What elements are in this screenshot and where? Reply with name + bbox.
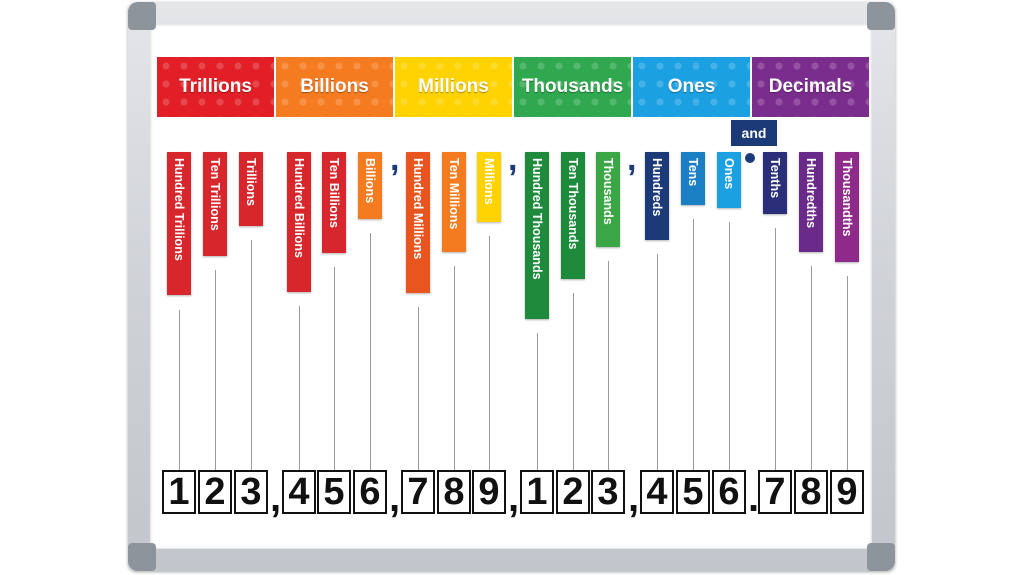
place-billions: Billions — [358, 152, 382, 219]
place-ten-billions: Ten Billions — [322, 152, 346, 253]
digit-comma: , — [508, 476, 520, 520]
digit-card: 8 — [437, 470, 471, 514]
digit-card: 1 — [520, 470, 554, 514]
digit-card: 2 — [198, 470, 232, 514]
place-hundred-billions: Hundred Billions — [287, 152, 311, 292]
guide-line — [537, 333, 538, 470]
place-thousandths: Thousandths — [835, 152, 859, 262]
place-ten-millions: Ten Millions — [442, 152, 466, 252]
frame-corner — [128, 543, 156, 571]
place-ten-thousands: Ten Thousands — [561, 152, 585, 279]
digit-card: 7 — [758, 470, 792, 514]
digit-comma: , — [270, 476, 282, 520]
header-thousands: Thousands — [514, 57, 631, 117]
place-tens: Tens — [681, 152, 705, 205]
guide-line — [179, 310, 180, 470]
place-tenths: Tenths — [763, 152, 787, 214]
frame-corner — [128, 2, 156, 30]
digit-card: 1 — [162, 470, 196, 514]
digit-comma: , — [628, 476, 640, 520]
header-decimals: Decimals — [752, 57, 869, 117]
place-thousands: Thousands — [596, 152, 620, 247]
guide-line — [454, 266, 455, 470]
digit-card: 3 — [591, 470, 625, 514]
and-label: and — [731, 120, 777, 146]
header-ones: Ones — [633, 57, 750, 117]
place-ones: Ones — [717, 152, 741, 208]
place-hundredths: Hundredths — [799, 152, 823, 252]
guide-line — [847, 276, 848, 470]
guide-line — [729, 222, 730, 470]
digit-card: 6 — [353, 470, 387, 514]
comma-marker: , — [390, 140, 400, 178]
digit-card: 6 — [712, 470, 746, 514]
digit-card: 9 — [472, 470, 506, 514]
digit-card: 8 — [794, 470, 828, 514]
comma-marker: , — [627, 140, 637, 178]
digit-card: 7 — [401, 470, 435, 514]
place-millions: Millions — [477, 152, 501, 222]
digit-card: 2 — [556, 470, 590, 514]
decimal-point-marker — [745, 153, 755, 163]
header-trillions: Trillions — [157, 57, 274, 117]
place-ten-trillions: Ten Trillions — [203, 152, 227, 256]
place-hundred-trillions: Hundred Trillions — [167, 152, 191, 295]
guide-line — [418, 307, 419, 470]
digit-card: 5 — [676, 470, 710, 514]
digit-card: 4 — [640, 470, 674, 514]
guide-line — [215, 270, 216, 470]
place-trillions: Trillions — [239, 152, 263, 226]
guide-line — [489, 236, 490, 470]
place-hundred-thousands: Hundred Thousands — [525, 152, 549, 319]
header-millions: Millions — [395, 57, 512, 117]
header-billions: Billions — [276, 57, 393, 117]
comma-marker: , — [508, 140, 518, 178]
guide-line — [370, 233, 371, 470]
guide-line — [693, 219, 694, 470]
digit-card: 5 — [317, 470, 351, 514]
guide-line — [573, 293, 574, 470]
guide-line — [334, 267, 335, 470]
guide-line — [657, 254, 658, 470]
frame-corner — [867, 543, 895, 571]
guide-line — [775, 228, 776, 470]
guide-line — [299, 306, 300, 470]
frame-corner — [867, 2, 895, 30]
place-hundreds: Hundreds — [645, 152, 669, 240]
digit-card: 4 — [282, 470, 316, 514]
guide-line — [251, 240, 252, 470]
guide-line — [811, 266, 812, 470]
digit-card: 3 — [234, 470, 268, 514]
digit-card: 9 — [830, 470, 864, 514]
digit-comma: , — [389, 476, 401, 520]
guide-line — [608, 261, 609, 470]
digit-decimal-point: . — [748, 476, 760, 520]
place-hundred-millions: Hundred Millions — [406, 152, 430, 293]
